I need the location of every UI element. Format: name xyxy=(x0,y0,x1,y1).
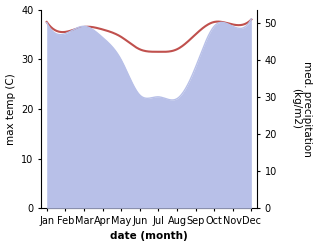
Y-axis label: med. precipitation
(kg/m2): med. precipitation (kg/m2) xyxy=(291,61,313,157)
Y-axis label: max temp (C): max temp (C) xyxy=(5,73,16,145)
X-axis label: date (month): date (month) xyxy=(110,231,188,242)
